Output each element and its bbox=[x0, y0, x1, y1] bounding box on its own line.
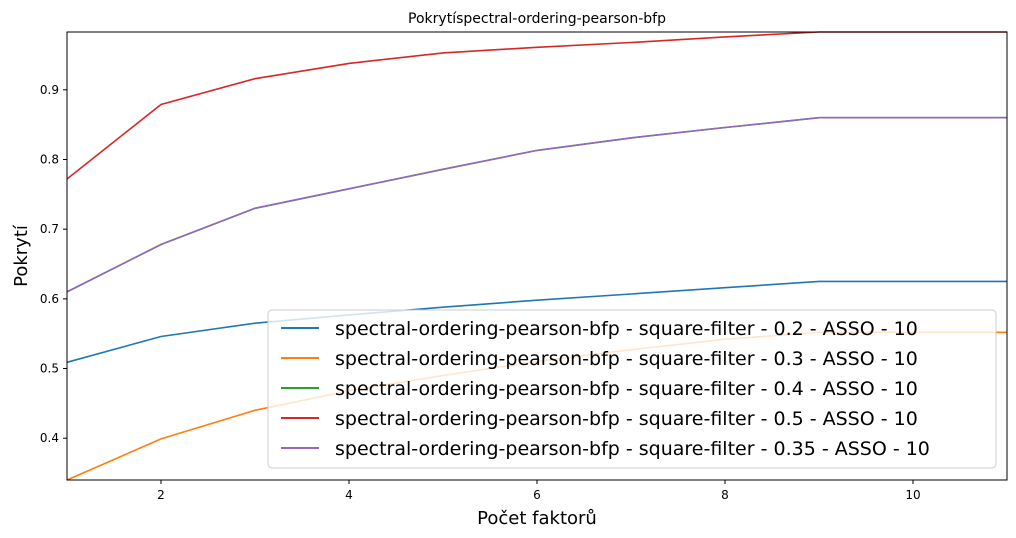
x-tick-label: 8 bbox=[721, 488, 729, 502]
x-tick-label: 4 bbox=[345, 488, 353, 502]
y-tick-label: 0.6 bbox=[40, 292, 59, 306]
legend-label-3: spectral-ordering-pearson-bfp - square-f… bbox=[335, 378, 918, 400]
y-tick-label: 0.7 bbox=[40, 222, 59, 236]
x-tick-label: 10 bbox=[905, 488, 920, 502]
x-tick-label: 6 bbox=[533, 488, 541, 502]
legend-label-4: spectral-ordering-pearson-bfp - square-f… bbox=[335, 408, 918, 430]
legend: spectral-ordering-pearson-bfp - square-f… bbox=[267, 309, 997, 469]
y-tick-label: 0.4 bbox=[40, 431, 59, 445]
x-axis: 2 4 6 8 10 bbox=[157, 480, 921, 502]
series-line-4 bbox=[66, 31, 1007, 180]
series-line-3 bbox=[66, 116, 1007, 293]
x-axis-title: Počet faktorů bbox=[477, 508, 597, 529]
series-line-5 bbox=[66, 116, 1007, 293]
x-tick-label: 2 bbox=[157, 488, 165, 502]
legend-box bbox=[267, 309, 997, 469]
y-axis: 0.4 0.5 0.6 0.7 0.8 0.9 bbox=[40, 83, 67, 445]
chart-title: Pokrytíspectral-ordering-pearson-bfp bbox=[408, 11, 666, 27]
y-tick-label: 0.8 bbox=[40, 153, 59, 167]
y-axis-title: Pokrytí bbox=[11, 224, 32, 287]
y-tick-label: 0.9 bbox=[40, 83, 59, 97]
legend-label-2: spectral-ordering-pearson-bfp - square-f… bbox=[335, 348, 918, 370]
legend-label-1: spectral-ordering-pearson-bfp - square-f… bbox=[335, 318, 918, 340]
y-tick-label: 0.5 bbox=[40, 362, 59, 376]
legend-label-5: spectral-ordering-pearson-bfp - square-f… bbox=[335, 438, 930, 460]
series-line-1 bbox=[66, 280, 1007, 364]
